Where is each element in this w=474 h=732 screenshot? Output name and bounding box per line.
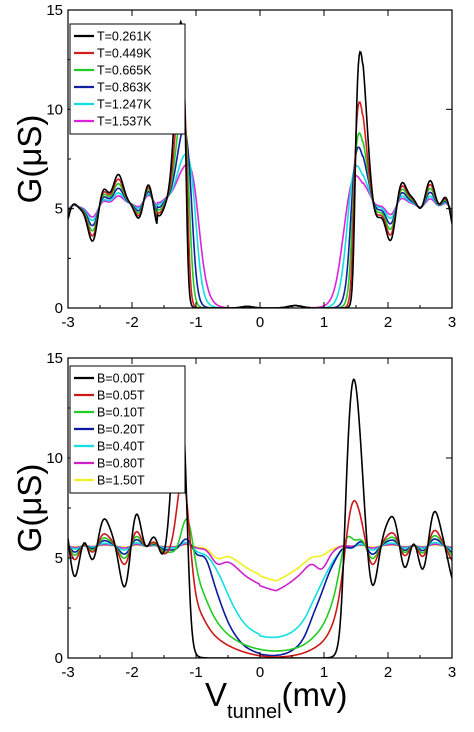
x-tick-label: 0	[256, 664, 264, 681]
x-tick-label: 1	[320, 314, 328, 331]
y-tick-label: 10	[46, 101, 63, 118]
x-axis-label-main: V	[205, 676, 227, 713]
series-line-t-1-247k	[68, 153, 452, 308]
y-axis-label: G(μS)	[11, 115, 48, 204]
x-tick-label: -3	[61, 314, 74, 331]
series-line-b-0-20t	[68, 538, 452, 657]
bottom-panel-field: -3 -2 -1 0 1 2 3051015G(μS)Vtunnel(mv)B=0.00TB…	[11, 350, 456, 723]
series-line-b-0-05t	[68, 476, 452, 658]
legend-entry: B=0.05T	[97, 389, 145, 403]
legend-box	[69, 23, 186, 135]
y-tick-label: 0	[55, 650, 63, 667]
legend-entry: T=0.863K	[97, 81, 152, 95]
x-tick-label: 2	[384, 314, 392, 331]
legend-entry: B=0.10T	[97, 406, 145, 420]
y-tick-label: 0	[55, 300, 63, 317]
series-line-b-0-00t	[68, 371, 452, 658]
series-line-t-1-537k	[68, 163, 452, 308]
y-tick-label: 5	[55, 201, 63, 218]
x-tick-label: 3	[448, 314, 456, 331]
legend-entry: B=0.40T	[97, 440, 145, 454]
x-tick-label: 3	[448, 664, 456, 681]
x-tick-label: -3	[61, 664, 74, 681]
y-tick-label: 15	[46, 2, 63, 19]
legend-entry: B=0.80T	[97, 457, 145, 471]
legend-entry: T=1.537K	[97, 115, 152, 129]
legend-entry: B=0.20T	[97, 423, 145, 437]
y-tick-label: 5	[55, 550, 63, 567]
legend-entry: T=0.449K	[97, 47, 152, 61]
x-tick-label: 0	[256, 314, 264, 331]
y-axis-label: G(μS)	[11, 464, 48, 553]
legend-entry: B=1.50T	[97, 474, 145, 488]
x-tick-label: 1	[320, 664, 328, 681]
x-axis-label-subscript: tunnel	[227, 701, 282, 723]
x-tick-label: 2	[384, 664, 392, 681]
x-tick-label: -1	[189, 314, 202, 331]
y-tick-label: 10	[46, 450, 63, 467]
x-tick-label: -2	[125, 314, 138, 331]
series-line-t-0-665k	[68, 105, 452, 308]
legend-entry: T=0.665K	[97, 64, 152, 78]
x-axis-label-unit: (mv)	[282, 676, 348, 713]
series-line-b-0-40t	[68, 541, 452, 639]
x-axis-label: Vtunnel(mv)	[205, 676, 347, 723]
legend-entry: B=0.00T	[97, 372, 145, 386]
x-tick-label: -2	[125, 664, 138, 681]
legend-entry: T=1.247K	[97, 98, 152, 112]
legend: B=0.00T B=0.05T B=0.10T B=0.20T B=0.40T B=0.8…	[69, 365, 186, 494]
legend: T=0.261K T=0.449K T=0.665K T=0.863K T=1.247K…	[69, 23, 186, 135]
top-panel-temperature: -3 -2 -1 0 1 2 3051015G(μS)T=0.261KT=0.449KT=0…	[11, 2, 456, 331]
y-tick-label: 15	[46, 350, 63, 367]
legend-entry: T=0.261K	[97, 30, 152, 44]
x-tick-label: -1	[189, 664, 202, 681]
